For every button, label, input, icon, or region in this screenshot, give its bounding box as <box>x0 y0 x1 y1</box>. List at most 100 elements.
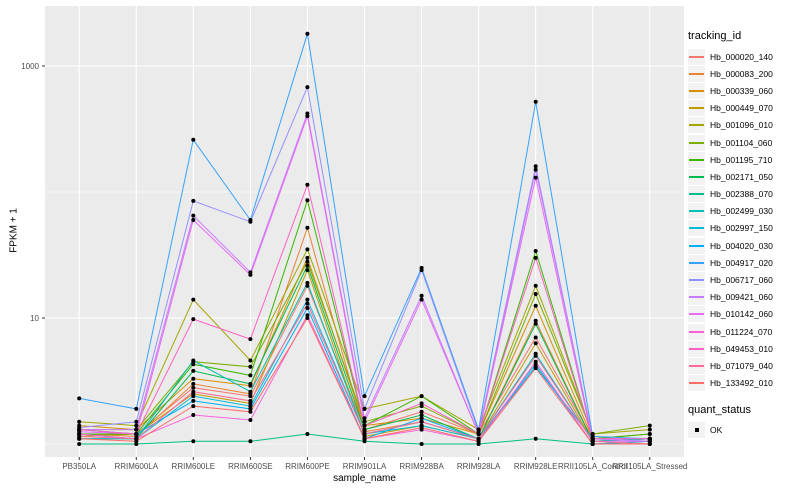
data-point <box>248 389 253 394</box>
data-point <box>191 439 196 444</box>
data-point <box>305 432 310 436</box>
line-swatch <box>688 289 705 306</box>
legend-item-Hb_010142_060: Hb_010142_060 <box>688 306 800 323</box>
data-point <box>533 292 538 296</box>
data-point <box>419 413 424 417</box>
legend-item-Hb_006717_060: Hb_006717_060 <box>688 271 800 289</box>
data-point <box>533 303 538 308</box>
data-point <box>305 182 310 187</box>
data-point <box>191 385 196 390</box>
data-point <box>134 432 139 436</box>
data-point <box>419 409 424 414</box>
legend-item-Hb_002499_030: Hb_002499_030 <box>688 203 800 220</box>
data-point <box>248 364 253 369</box>
data-point <box>305 263 310 268</box>
data-point <box>647 432 652 436</box>
data-point <box>305 297 310 302</box>
x-tick-label: RRII105LA_Stressed <box>612 462 687 471</box>
line-swatch <box>688 82 705 99</box>
data-point <box>191 404 196 409</box>
data-point <box>647 436 652 441</box>
line-swatch <box>688 340 705 357</box>
data-point <box>533 167 538 172</box>
data-point <box>248 406 253 411</box>
data-point <box>362 406 367 411</box>
data-point <box>191 358 196 363</box>
data-point <box>305 283 310 288</box>
line-swatch <box>688 186 705 203</box>
data-point <box>533 175 538 180</box>
line-swatch <box>688 134 705 151</box>
data-point <box>305 114 310 119</box>
legend-item-ok: OK <box>688 422 800 439</box>
legend-item-Hb_001096_010: Hb_001096_010 <box>688 117 800 134</box>
data-point <box>647 442 652 446</box>
legend-item-label: Hb_002997_150 <box>710 223 773 234</box>
data-point <box>533 249 538 253</box>
data-point <box>305 268 310 273</box>
y-tick-label: 10 <box>30 314 39 323</box>
data-point <box>305 255 310 260</box>
data-point <box>362 394 367 399</box>
data-point <box>305 280 310 285</box>
data-point <box>191 213 196 218</box>
line-swatch <box>688 48 705 65</box>
legend: tracking_id Hb_000020_140 Hb_000083_200 Hb… <box>688 30 800 439</box>
legend-item-Hb_002997_150: Hb_002997_150 <box>688 220 800 237</box>
x-axis-title: sample_name <box>333 473 396 484</box>
legend-item-Hb_009421_060: Hb_009421_060 <box>688 289 800 306</box>
y-axis-title: FPKM + 1 <box>8 208 20 253</box>
data-point <box>248 381 253 386</box>
legend-items: Hb_000020_140 Hb_000083_200 Hb_000339_060 H… <box>688 48 800 392</box>
data-point <box>248 439 253 444</box>
x-tick-label: RRIM928LA <box>457 462 501 471</box>
line-swatch <box>688 100 705 117</box>
data-point <box>533 436 538 441</box>
data-point <box>419 419 424 424</box>
data-point <box>419 394 424 399</box>
data-point <box>191 389 196 394</box>
x-tick-label: RRIM600LA <box>114 462 158 471</box>
legend-item-label: Hb_001104_060 <box>710 137 773 148</box>
line-swatch <box>688 357 705 374</box>
legend-item-Hb_071079_040: Hb_071079_040 <box>688 357 800 374</box>
legend-item-label: Hb_002499_030 <box>710 206 773 217</box>
data-point <box>419 297 424 302</box>
legend-item-label: Hb_071079_040 <box>710 360 773 371</box>
data-point <box>476 439 481 444</box>
data-point <box>77 419 82 424</box>
line-swatch <box>688 306 705 323</box>
data-point <box>419 401 424 406</box>
data-point <box>134 439 139 444</box>
data-point <box>134 406 139 411</box>
legend-title-quant-status: quant_status <box>688 403 751 416</box>
legend-item-Hb_000339_060: Hb_000339_060 <box>688 82 800 99</box>
line-swatch <box>688 203 705 220</box>
x-tick-label: RRIM600LE <box>172 462 216 471</box>
legend-item-label: Hb_133492_010 <box>710 378 773 389</box>
data-point <box>419 442 424 446</box>
data-point <box>248 404 253 409</box>
data-point <box>77 427 82 432</box>
data-point <box>248 409 253 414</box>
data-point <box>248 358 253 363</box>
data-point <box>191 381 196 386</box>
legend-item-label: Hb_000339_060 <box>710 85 773 96</box>
data-point <box>362 416 367 421</box>
legend-quant-status: quant_status OK <box>688 404 800 439</box>
legend-item-label: Hb_002388_070 <box>710 189 773 200</box>
legend-item-Hb_001104_060: Hb_001104_060 <box>688 134 800 151</box>
legend-item-label: Hb_000083_200 <box>710 68 773 79</box>
legend-item-label: Hb_011224_070 <box>710 326 773 337</box>
data-point <box>533 164 538 169</box>
data-point <box>362 419 367 424</box>
data-point <box>362 436 367 441</box>
data-point <box>191 137 196 142</box>
data-point <box>362 432 367 436</box>
x-tick-label: RRIM600PE <box>285 462 329 471</box>
legend-item-label: Hb_002171_050 <box>710 171 773 182</box>
data-point <box>134 419 139 424</box>
line-swatch <box>688 117 705 134</box>
legend-item-label: Hb_009421_060 <box>710 292 773 303</box>
data-point <box>419 293 424 298</box>
